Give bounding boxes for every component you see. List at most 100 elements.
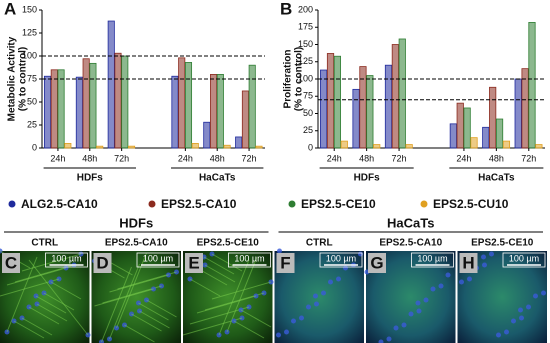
fiber [28, 306, 60, 325]
nucleus [415, 300, 421, 306]
fiber [189, 278, 221, 297]
bar [75, 76, 83, 149]
nucleus [276, 332, 281, 338]
bar [43, 75, 52, 149]
fiber [204, 264, 236, 283]
nucleus [314, 301, 319, 307]
y-tick-label: 75 [303, 91, 313, 101]
legend-label: EPS2.5-CE10 [301, 197, 376, 211]
group-label: HaCaTs [199, 173, 236, 184]
nucleus [291, 318, 296, 324]
fiber [211, 253, 243, 272]
bar [495, 118, 504, 149]
bar [359, 66, 367, 149]
image-letter: F [280, 253, 290, 272]
bar [320, 69, 328, 149]
y-tick-label: 175 [298, 22, 313, 32]
bar [89, 62, 97, 149]
letter-box [276, 253, 295, 273]
y-tick-label: 50 [303, 108, 313, 118]
image-letter: G [370, 253, 383, 272]
bar [184, 62, 193, 149]
scale-label: 100 µm [326, 253, 356, 263]
x-tick-label: 48h [82, 153, 97, 163]
y-tick-label: 0 [32, 142, 37, 152]
bar [64, 142, 72, 149]
legend-label: EPS2.5-CU10 [433, 197, 509, 211]
nucleus [423, 297, 429, 303]
nucleus [482, 262, 487, 268]
x-tick-label: 72h [392, 153, 407, 163]
image-group-title: HaCaTs [387, 215, 434, 230]
legend-marker [420, 200, 428, 208]
scale-box [228, 252, 271, 268]
nucleus [277, 248, 282, 254]
bar [398, 38, 406, 149]
nucleus [511, 318, 516, 324]
bar [171, 75, 179, 149]
bar [210, 74, 218, 149]
nucleus [489, 251, 494, 257]
bar [366, 75, 374, 149]
y-tick-label: 0 [308, 142, 313, 152]
x-tick-label: 24h [327, 153, 342, 163]
image-label: CTRL [306, 238, 333, 249]
scale-label: 100 µm [234, 253, 264, 263]
bar [216, 74, 224, 149]
nucleus [408, 311, 414, 317]
y-tick-label: 25 [303, 125, 313, 135]
bar [96, 145, 104, 149]
image-label: EPS2.5-CE10 [471, 238, 534, 249]
fiber [218, 259, 250, 336]
bar [82, 58, 90, 149]
image-group-title: HDFs [119, 215, 153, 230]
image-label: EPS2.5-CA10 [105, 238, 168, 249]
y-tick-label: 125 [298, 56, 313, 66]
fiber [6, 267, 67, 286]
image-label: EPS2.5-CA10 [379, 238, 442, 249]
image-letter: C [5, 253, 17, 272]
bar [449, 123, 457, 149]
nucleus [321, 290, 326, 296]
image-letter: H [462, 253, 474, 272]
y-tick-label: 75 [27, 73, 37, 83]
letter-box [368, 253, 386, 273]
fiber [109, 274, 169, 293]
nucleus [541, 290, 546, 296]
bar [235, 136, 243, 149]
bar [333, 55, 342, 149]
x-tick-label: 72h [521, 153, 536, 163]
bar [248, 64, 256, 149]
image-label: EPS2.5-CE10 [197, 238, 260, 249]
bar [255, 145, 263, 149]
bar [114, 52, 122, 149]
scale-box [136, 252, 180, 268]
bar [326, 53, 335, 149]
x-tick-label: 48h [359, 153, 374, 163]
bar [241, 90, 249, 149]
nucleus [519, 315, 524, 321]
y-tick-label: 150 [22, 4, 37, 14]
nucleus [328, 279, 333, 285]
nucleus [533, 293, 538, 299]
legend-marker [8, 200, 16, 208]
bar [178, 57, 186, 149]
letter-box [93, 253, 112, 273]
fiber [21, 253, 82, 272]
nucleus [386, 336, 392, 342]
x-tick-label: 48h [489, 153, 504, 163]
group-label: HDFs [77, 173, 104, 184]
y-axis-label: Proliferation [283, 50, 294, 109]
fiber [146, 299, 177, 318]
bar [470, 137, 478, 149]
bar [203, 121, 211, 149]
x-tick-label: 24h [178, 153, 193, 163]
bar [405, 144, 413, 149]
bar [514, 78, 522, 149]
fiber [43, 292, 75, 311]
y-axis-label: (% to control) [18, 47, 29, 111]
bar [391, 44, 399, 149]
legend-marker [148, 200, 156, 208]
image-letter: E [188, 253, 199, 272]
fiber [211, 281, 272, 300]
